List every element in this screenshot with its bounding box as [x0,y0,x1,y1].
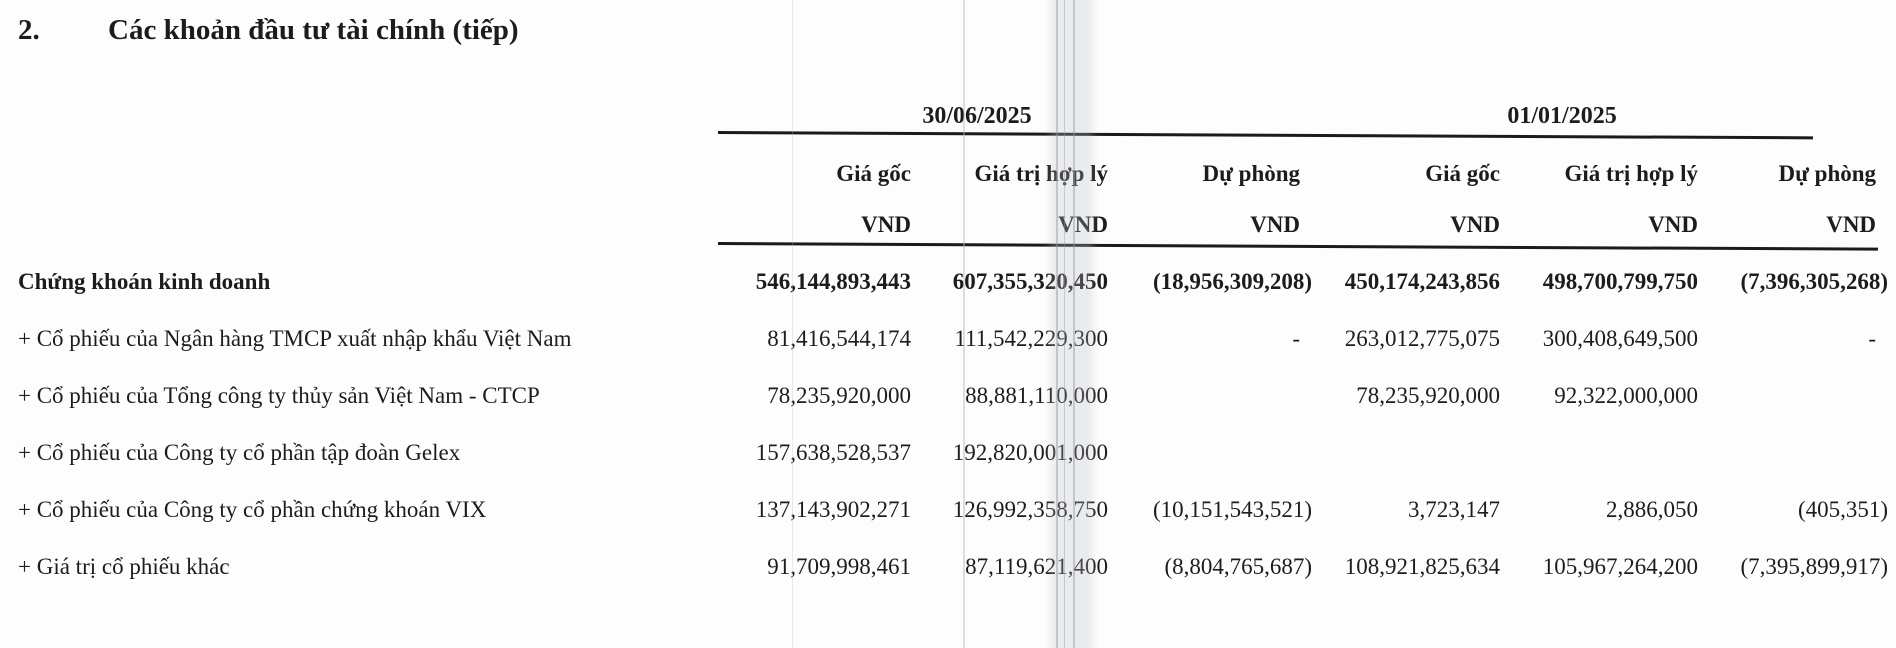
scan-streak-band [1044,0,1098,648]
row-label: + Giá trị cổ phiếu khác [18,554,230,579]
value-cell: 92,322,000,000 [1554,383,1699,408]
column-header-provision-current: Dự phòng [1202,161,1301,186]
value-cell: 105,967,264,200 [1542,554,1699,579]
value-cell: 111,542,229,300 [954,326,1108,351]
table-row-other-shares: + Giá trị cổ phiếu khác 91,709,998,461 8… [15,539,1890,596]
scan-streak [1073,0,1075,648]
value-cell [1110,425,1314,482]
column-header-cost-prior: Giá gốc [1425,161,1501,186]
value-cell: - [1292,326,1301,351]
unit-label: VND [913,190,1110,240]
value-cell: (8,804,765,687) [1164,554,1313,579]
value-cell [1700,368,1890,425]
row-label: + Cổ phiếu của Ngân hàng TMCP xuất nhập … [18,326,572,351]
value-cell: 263,012,775,075 [1344,326,1501,351]
column-header-provision-prior: Dự phòng [1778,161,1877,186]
table-row-trading-securities: Chứng khoán kinh doanh 546,144,893,443 6… [15,254,1890,311]
value-cell: (7,395,899,917) [1740,554,1889,579]
empty-cell [15,96,640,134]
column-header-fairvalue-current: Giá trị hợp lý [974,161,1109,186]
row-label: Chứng khoán kinh doanh [18,269,271,294]
value-cell: 91,709,998,461 [767,554,911,579]
value-cell [1314,425,1502,482]
value-cell: 300,408,649,500 [1542,326,1699,351]
empty-cell [15,190,640,240]
section-title: Các khoản đầu tư tài chính (tiếp) [108,14,519,46]
row-label: + Cổ phiếu của Tổng công ty thủy sản Việ… [18,383,540,408]
period-date-prior: 01/01/2025 [1507,103,1617,129]
table-row-seaprodex-shares: + Cổ phiếu của Tổng công ty thủy sản Việ… [15,368,1890,425]
value-cell: 87,119,621,400 [965,554,1108,579]
value-cell: 3,723,147 [1408,497,1501,522]
scan-streak [963,0,965,648]
unit-label: VND [1450,212,1501,237]
value-cell: 546,144,893,443 [755,269,911,294]
row-label: + Cổ phiếu của Công ty cổ phần chứng kho… [18,497,487,522]
value-cell [1502,425,1700,482]
value-cell: 2,886,050 [1606,497,1699,522]
value-cell: 450,174,243,856 [1344,269,1501,294]
value-cell: 137,143,902,271 [755,497,911,522]
value-cell: 108,921,825,634 [1344,554,1501,579]
value-cell: 88,881,110,000 [965,383,1108,408]
value-cell: - [1868,326,1877,351]
value-cell: (7,396,305,268) [1740,269,1889,294]
table-row-vix-shares: + Cổ phiếu của Công ty cổ phần chứng kho… [15,482,1890,539]
period-date-current: 30/06/2025 [922,103,1032,129]
value-cell: 192,820,001,000 [952,440,1108,465]
empty-cell [15,134,640,190]
column-header-fairvalue-prior: Giá trị hợp lý [1564,161,1699,186]
unit-label: VND [861,212,911,237]
financial-investments-table: 30/06/2025 01/01/2025 Giá gốc Giá trị hợ… [15,96,1890,596]
table-row-gelex-shares: + Cổ phiếu của Công ty cổ phần tập đoàn … [15,425,1890,482]
unit-label: VND [1250,212,1301,237]
value-cell: 607,355,320,450 [952,269,1108,294]
period-header-row: 30/06/2025 01/01/2025 [15,96,1890,134]
scan-streak [1064,0,1065,648]
column-header-row: Giá gốc Giá trị hợp lý Dự phòng Giá gốc … [15,134,1890,190]
value-cell: (405,351) [1797,497,1889,522]
value-cell [1110,368,1314,425]
scan-streak [1056,0,1058,648]
column-header-cost-current: Giá gốc [836,161,911,186]
unit-label: VND [1648,212,1699,237]
value-cell: 78,235,920,000 [1356,383,1501,408]
section-number: 2. [18,14,40,46]
value-cell [1700,425,1890,482]
value-cell: (10,151,543,521) [1152,497,1313,522]
value-cell: 157,638,528,537 [755,440,911,465]
value-cell: 78,235,920,000 [767,383,911,408]
scan-streak [792,0,793,648]
row-label: + Cổ phiếu của Công ty cổ phần tập đoàn … [18,440,461,465]
value-cell: 81,416,544,174 [767,326,911,351]
value-cell: 498,700,799,750 [1542,269,1699,294]
table-row-eximbank-shares: + Cổ phiếu của Ngân hàng TMCP xuất nhập … [15,311,1890,368]
unit-row: VND VND VND VND VND VND [15,190,1890,240]
value-cell: 126,992,358,750 [952,497,1108,522]
value-cell: (18,956,309,208) [1152,269,1313,294]
unit-label: VND [1826,212,1877,237]
